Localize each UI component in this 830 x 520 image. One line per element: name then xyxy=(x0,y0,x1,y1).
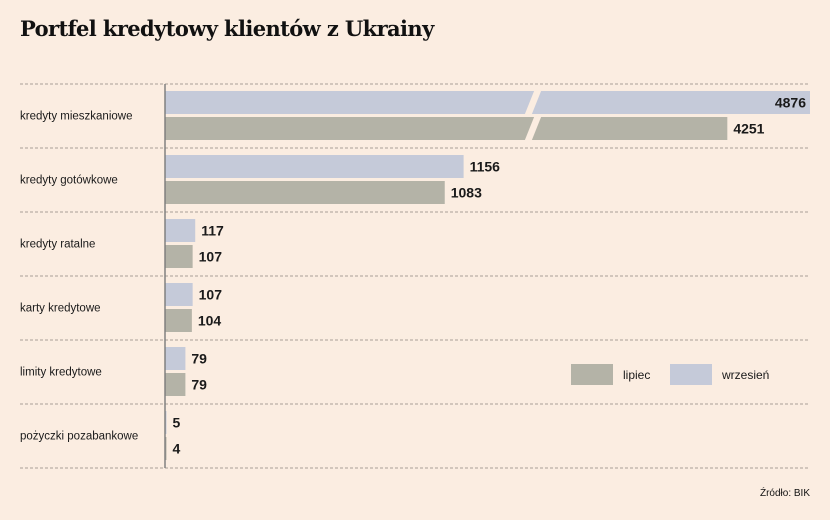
bar-wrzesień xyxy=(165,283,193,306)
value-label: 1156 xyxy=(470,159,501,175)
value-label: 4876 xyxy=(775,95,806,111)
legend-label: wrzesień xyxy=(721,368,769,382)
category-label: kredyty gotówkowe xyxy=(20,175,118,187)
bar-wrzesień xyxy=(165,155,464,178)
bar-lipiec xyxy=(165,117,728,140)
labels: kredyty mieszkaniowe 4876 4251 kredyty gotó… xyxy=(20,95,806,457)
bar-wrzesień xyxy=(165,411,167,434)
value-label: 4251 xyxy=(733,121,764,137)
category-label: pożyczki pozabankowe xyxy=(20,431,138,443)
bar-lipiec xyxy=(165,373,186,396)
value-label: 107 xyxy=(199,287,223,303)
bar-lipiec xyxy=(165,437,167,460)
bar-wrzesień xyxy=(165,91,810,114)
value-label: 117 xyxy=(201,223,224,239)
category-label: kredyty mieszkaniowe xyxy=(20,111,132,123)
bar-wrzesień xyxy=(165,219,196,242)
bar-wrzesień xyxy=(165,347,186,370)
chart-title: Portfel kredytowy klientów z Ukrainy xyxy=(20,16,434,41)
bar-lipiec xyxy=(165,309,192,332)
value-label: 1083 xyxy=(451,185,482,201)
value-label: 79 xyxy=(191,351,207,367)
gridlines xyxy=(20,83,810,469)
legend-swatch-wrzesień xyxy=(670,364,712,385)
bars xyxy=(164,84,810,468)
legend-swatch-lipiec xyxy=(571,364,613,385)
category-label: limity kredytowe xyxy=(20,367,102,379)
legend: lipiec wrzesień xyxy=(571,364,769,385)
value-label: 104 xyxy=(198,313,222,329)
value-label: 4 xyxy=(173,441,181,457)
axis-break xyxy=(524,90,542,115)
source-note: Źródło: BIK xyxy=(759,488,810,499)
category-label: kredyty ratalne xyxy=(20,239,95,251)
value-label: 5 xyxy=(173,415,181,431)
axis-break xyxy=(524,116,542,141)
category-label: karty kredytowe xyxy=(20,303,101,315)
value-label: 107 xyxy=(199,249,223,265)
value-label: 79 xyxy=(191,377,207,393)
bar-lipiec xyxy=(165,181,445,204)
legend-label: lipiec xyxy=(623,368,650,382)
bar-lipiec xyxy=(165,245,193,268)
